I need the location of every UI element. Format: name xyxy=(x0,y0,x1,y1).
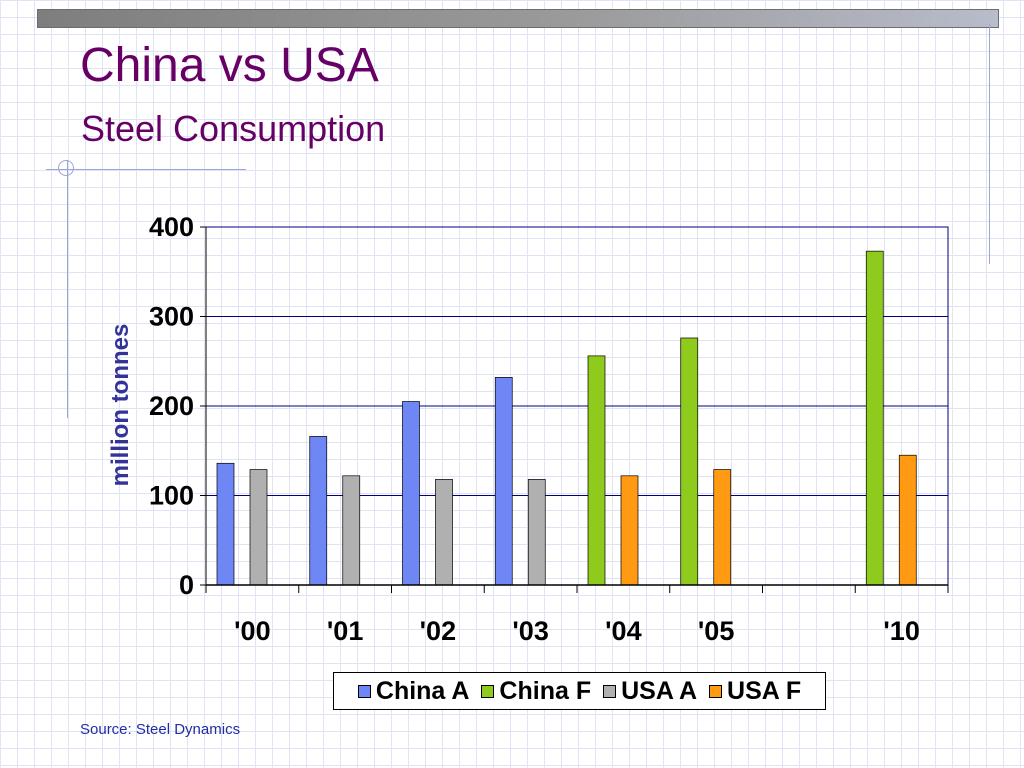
slide-subtitle: Steel Consumption xyxy=(81,108,386,149)
x-tick-label: '01 xyxy=(327,616,363,646)
bar-china-f xyxy=(680,337,699,586)
bar-china-a xyxy=(402,401,420,586)
title-bar-decoration xyxy=(37,9,999,28)
y-tick-label: 400 xyxy=(149,212,194,242)
y-tick-label: 100 xyxy=(149,481,194,511)
bars xyxy=(216,250,917,586)
source-note: Source: Steel Dynamics xyxy=(80,721,241,738)
legend-label: USA F xyxy=(727,676,802,705)
decorative-line-right xyxy=(989,24,990,264)
y-tick-label: 200 xyxy=(149,391,194,421)
bar-usa-a xyxy=(435,479,453,586)
legend-label: USA A xyxy=(621,676,698,705)
decorative-line-left xyxy=(67,160,68,418)
bar-china-f xyxy=(865,250,884,586)
x-tick-label: '04 xyxy=(605,616,641,646)
decorative-ring xyxy=(58,160,74,176)
bar-usa-f xyxy=(898,454,917,586)
bar-china-a xyxy=(494,377,513,586)
bar-china-f xyxy=(587,355,606,586)
legend-item-usa-a: USA A xyxy=(603,677,697,706)
legend-swatch xyxy=(357,684,371,698)
x-tick-label: '03 xyxy=(512,616,548,646)
slide-title: China vs USA xyxy=(80,39,379,92)
legend-swatch xyxy=(481,684,495,698)
legend-label: China A xyxy=(375,676,470,705)
bar-usa-a xyxy=(249,469,268,586)
x-tick-label: '10 xyxy=(883,616,919,646)
tick-labels: 0 100 200 300 400 '00 '01 '02 '03 '04 '05 '10 xyxy=(149,212,920,646)
y-axis-label: million tonnes xyxy=(107,324,134,487)
bar-usa-f xyxy=(713,469,732,586)
y-tick-label: 0 xyxy=(179,570,194,600)
legend-label: China F xyxy=(499,676,592,705)
axes xyxy=(200,226,949,593)
x-tick-label: '05 xyxy=(698,616,734,646)
bar-usa-a xyxy=(527,479,546,586)
legend-swatch xyxy=(709,684,723,698)
legend-item-usa-f: USA F xyxy=(709,677,801,706)
chart-legend: China A China F USA A USA F xyxy=(333,672,826,710)
bar-china-a xyxy=(309,436,328,586)
legend-item-china-a: China A xyxy=(357,676,470,706)
bar-china-a xyxy=(216,462,235,586)
y-tick-label: 300 xyxy=(149,302,194,332)
legend-item-china-f: China F xyxy=(481,677,591,706)
x-tick-label: '00 xyxy=(234,616,270,646)
legend-swatch xyxy=(603,684,617,698)
x-tick-label: '02 xyxy=(420,616,456,646)
decorative-line-horizontal xyxy=(46,169,246,170)
bar-usa-f xyxy=(620,475,639,586)
bar-usa-a xyxy=(342,475,361,586)
